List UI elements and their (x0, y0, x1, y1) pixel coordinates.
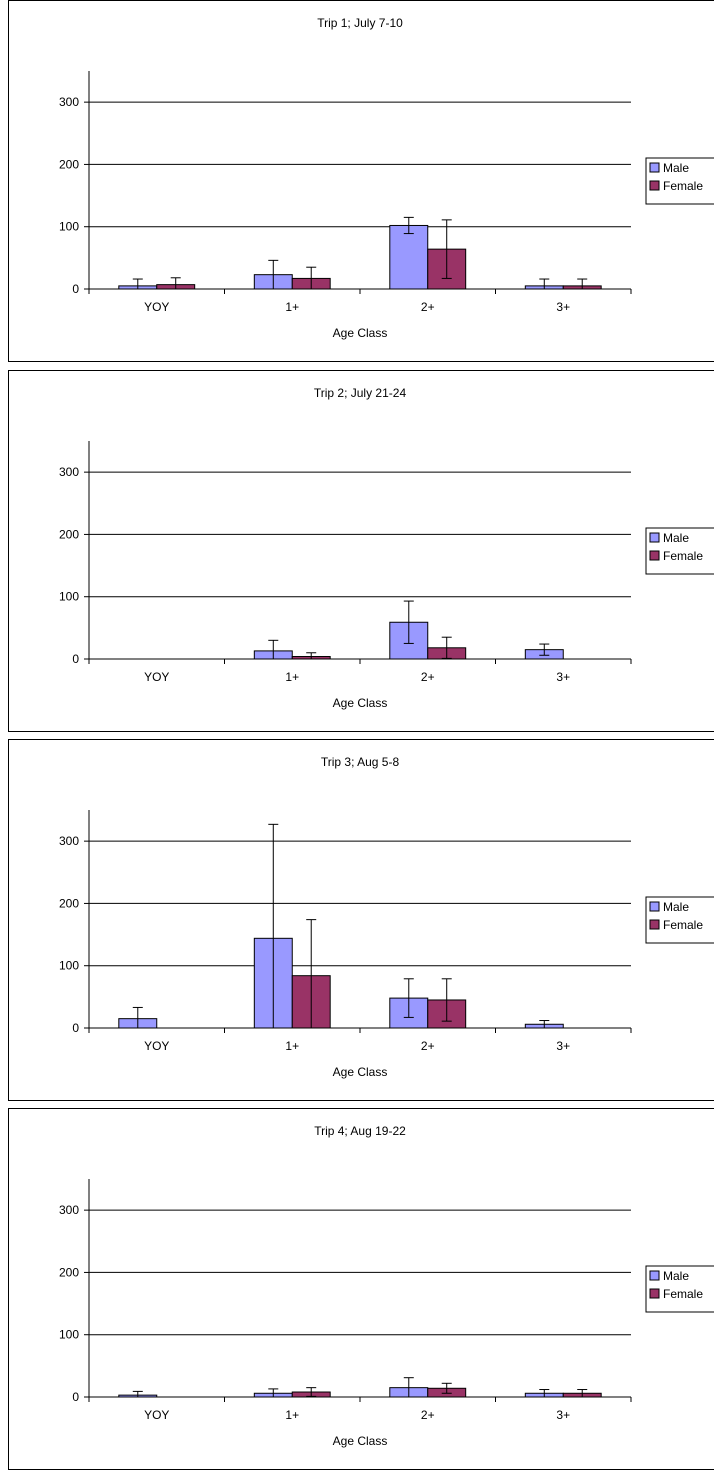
bar-chart: Trip 2; July 21-24 0 100 200 300 YOY 1+ 2+ 3+ Age… (59, 386, 714, 710)
chart-panel-2: Trip 2; July 21-24 0 100 200 300 YOY 1+ 2+ 3+ Age… (8, 370, 714, 732)
legend-label: Male (663, 531, 689, 545)
x-axis-label: Age Class (333, 1434, 388, 1448)
legend-swatch-female (649, 1288, 660, 1299)
legend: Male Female (645, 1265, 714, 1313)
legend-swatch-male (649, 1270, 660, 1281)
bar-chart: Trip 4; Aug 19-22 0 100 200 300 YOY 1+ 2+ 3+ Age … (59, 1124, 714, 1448)
y-tick-label: 300 (59, 95, 79, 109)
legend-label: Male (663, 161, 689, 175)
legend-label: Female (663, 549, 703, 563)
y-tick-label: 300 (59, 834, 79, 848)
y-tick-label: 0 (72, 1390, 79, 1404)
x-tick-label: 3+ (556, 1408, 570, 1422)
legend-label: Male (663, 1269, 689, 1283)
x-axis-label: Age Class (333, 696, 388, 710)
legend-label: Female (663, 179, 703, 193)
chart-title: Trip 3; Aug 5-8 (321, 755, 400, 769)
y-tick-label: 200 (59, 527, 79, 541)
y-tick-label: 200 (59, 896, 79, 910)
y-tick-label: 200 (59, 1265, 79, 1279)
x-tick-label: 1+ (285, 670, 299, 684)
legend-swatch-male (649, 162, 660, 173)
x-tick-label: 3+ (556, 670, 570, 684)
y-tick-label: 300 (59, 1203, 79, 1217)
y-tick-label: 100 (59, 590, 79, 604)
y-tick-label: 0 (72, 282, 79, 296)
x-tick-label: 2+ (421, 1408, 435, 1422)
bar-male (389, 224, 429, 290)
x-tick-label: 3+ (556, 300, 570, 314)
bar-chart: Trip 3; Aug 5-8 0 100 200 300 YOY 1+ 2+ 3+ Age Cl… (59, 755, 714, 1079)
x-tick-label: 3+ (556, 1039, 570, 1053)
legend: Male Female (645, 157, 714, 205)
legend-swatch-female (649, 919, 660, 930)
chart-title: Trip 4; Aug 19-22 (314, 1124, 406, 1138)
x-tick-label: 1+ (285, 300, 299, 314)
x-axis-label: Age Class (333, 1065, 388, 1079)
legend-label: Female (663, 1287, 703, 1301)
y-tick-label: 200 (59, 157, 79, 171)
legend-label: Female (663, 918, 703, 932)
legend-swatch-female (649, 550, 660, 561)
legend: Male Female (645, 527, 714, 575)
x-tick-label: 2+ (421, 1039, 435, 1053)
chart-title: Trip 2; July 21-24 (314, 386, 407, 400)
x-axis-label: Age Class (333, 326, 388, 340)
x-tick-label: 1+ (285, 1408, 299, 1422)
x-tick-label: 1+ (285, 1039, 299, 1053)
y-tick-label: 100 (59, 1328, 79, 1342)
x-tick-label: YOY (144, 1408, 169, 1422)
bar-chart: Trip 1; July 7-10 0 100 200 300 YOY 1+ 2+ 3+ Age … (59, 16, 714, 340)
x-tick-label: YOY (144, 670, 169, 684)
chart-panel-4: Trip 4; Aug 19-22 0 100 200 300 YOY 1+ 2+ 3+ Age … (8, 1108, 714, 1470)
legend: Male Female (645, 896, 714, 944)
x-tick-label: YOY (144, 300, 169, 314)
legend-swatch-male (649, 532, 660, 543)
x-tick-label: 2+ (421, 300, 435, 314)
y-tick-label: 100 (59, 220, 79, 234)
y-tick-label: 0 (72, 1021, 79, 1035)
chart-title: Trip 1; July 7-10 (317, 16, 403, 30)
chart-panel-3: Trip 3; Aug 5-8 0 100 200 300 YOY 1+ 2+ 3+ Age Cl… (8, 739, 714, 1101)
legend-swatch-male (649, 901, 660, 912)
x-tick-label: 2+ (421, 670, 435, 684)
y-tick-label: 100 (59, 959, 79, 973)
y-tick-label: 300 (59, 465, 79, 479)
y-tick-label: 0 (72, 652, 79, 666)
legend-label: Male (663, 900, 689, 914)
chart-panel-1: Trip 1; July 7-10 0 100 200 300 YOY 1+ 2+ 3+ Age … (8, 0, 714, 362)
x-tick-label: YOY (144, 1039, 169, 1053)
legend-swatch-female (649, 180, 660, 191)
